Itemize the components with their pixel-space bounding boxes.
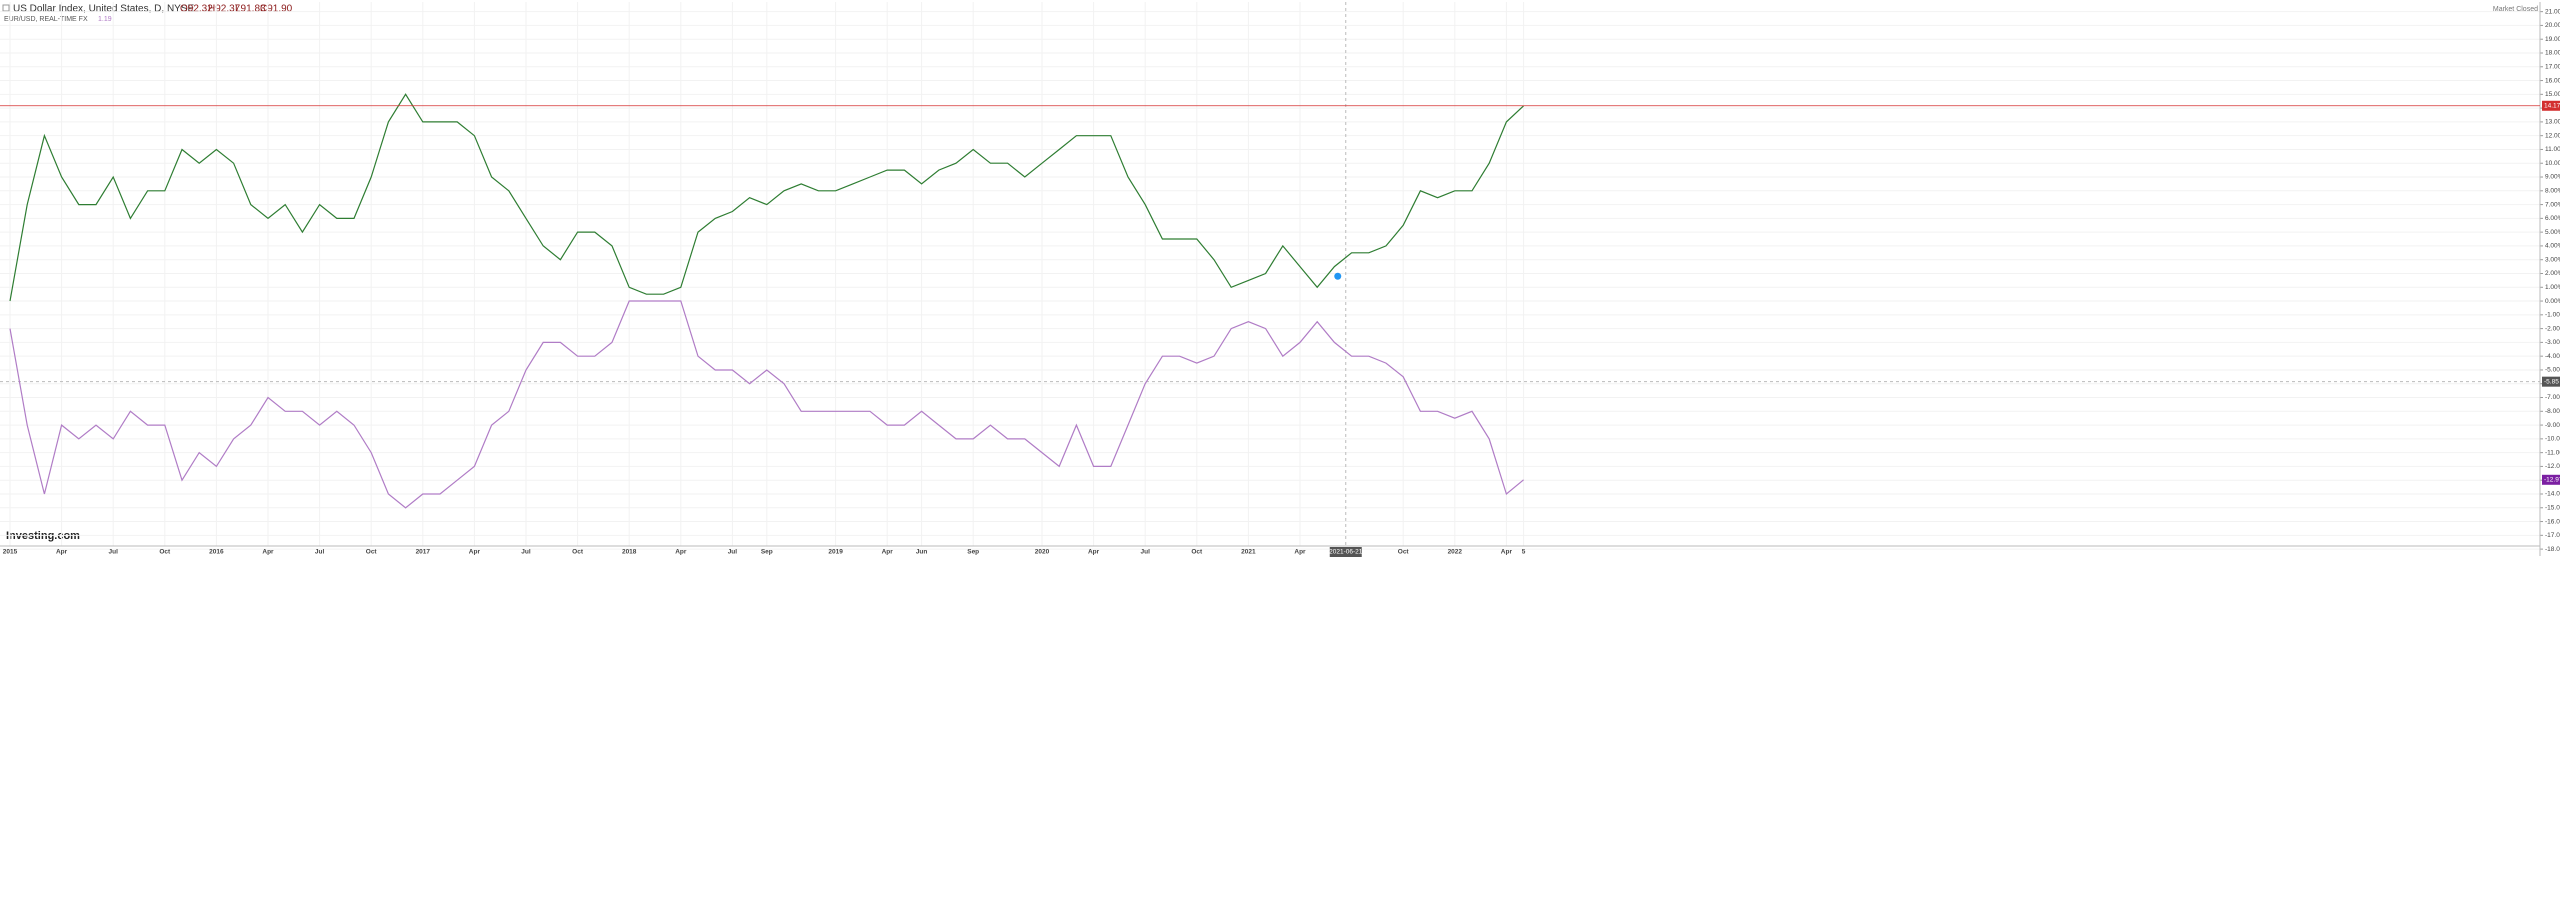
y-tick-label: -15.00% [2545, 504, 2560, 511]
event-marker[interactable] [1334, 272, 1342, 280]
y-tick-label: 16.00% [2545, 77, 2560, 84]
market-status: Market Closed [2493, 6, 2538, 13]
y-tick-label: -2.00% [2545, 325, 2560, 332]
x-tick-label: Jul [728, 549, 738, 556]
ohlc-close: C91.90 [260, 4, 293, 15]
x-tick-label: 2022 [1448, 549, 1463, 556]
y-tick-label: -17.00% [2545, 532, 2560, 539]
x-tick-label: Apr [1501, 549, 1513, 556]
y-tick-label: 10.00% [2545, 160, 2560, 167]
x-tick-label: 2019 [828, 549, 843, 556]
x-tick-label: Oct [1191, 549, 1203, 556]
y-tick-label: -16.00% [2545, 518, 2560, 525]
x-tick-label: 2018 [622, 549, 637, 556]
x-tick-label: 2021 [1241, 549, 1256, 556]
y-tick-label: 12.00% [2545, 132, 2560, 139]
legend-entry: EUR/USD, REAL-TIME FX [4, 16, 88, 23]
ohlc-high: H92.37 [208, 4, 241, 15]
y-tick-label: 0.00% [2545, 298, 2560, 305]
y-tick-label: -18.00% [2545, 546, 2560, 553]
y-tick-label: 4.00% [2545, 243, 2560, 250]
crosshair-value-box [2542, 376, 2560, 387]
x-tick-label: Apr [262, 549, 274, 556]
x-tick-label: Apr [1294, 549, 1306, 556]
y-tick-label: 19.00% [2545, 36, 2560, 43]
x-tick-label: Apr [675, 549, 687, 556]
crosshair-date-label: 2021-06-21 [1329, 549, 1363, 556]
x-tick-label: Jul [521, 549, 531, 556]
crosshair-value-label: -5.85 [2544, 378, 2559, 385]
x-tick-label: Jul [1140, 549, 1150, 556]
brand-logo: Investing.com [6, 530, 80, 542]
y-tick-label: 20.00% [2545, 22, 2560, 29]
y-tick-label: -5.00% [2545, 367, 2560, 374]
ohlc-low: L91.83 [235, 4, 266, 15]
y-tick-label: -14.00% [2545, 491, 2560, 498]
x-tick-label: Apr [469, 549, 481, 556]
y-tick-label: 3.00% [2545, 256, 2560, 263]
series-line [9, 93, 1525, 302]
y-tick-label: 1.00% [2545, 284, 2560, 291]
y-tick-label: -10.00% [2545, 436, 2560, 443]
series-line [9, 300, 1524, 509]
y-tick-label: -11.00% [2545, 449, 2560, 456]
y-tick-label: 13.00% [2545, 119, 2560, 126]
last-value-label: -12.97% [2544, 477, 2560, 484]
x-tick-label: Sep [967, 549, 979, 556]
collapse-icon[interactable] [2, 4, 10, 12]
y-tick-label: 17.00% [2545, 63, 2560, 70]
crosshair-date-box [1329, 547, 1362, 557]
x-tick-label: Jul [108, 549, 118, 556]
x-tick-label: 2017 [416, 549, 431, 556]
x-tick-label: Jun [916, 549, 928, 556]
x-tick-label: Apr [882, 549, 894, 556]
y-tick-label: -9.00% [2545, 422, 2560, 429]
y-tick-label: 18.00% [2545, 50, 2560, 57]
x-tick-label: 2015 [3, 549, 18, 556]
y-tick-label: 11.00% [2545, 146, 2560, 153]
y-tick-label: 9.00% [2545, 174, 2560, 181]
x-tick-label: Oct [572, 549, 584, 556]
y-tick-label: -7.00% [2545, 394, 2560, 401]
x-tick-label: Oct [159, 549, 171, 556]
x-tick-label: 2016 [209, 549, 224, 556]
y-tick-label: 2.00% [2545, 270, 2560, 277]
last-value-box [2542, 474, 2560, 485]
y-tick-label: 21.00% [2545, 8, 2560, 15]
x-tick-label: Sep [761, 549, 773, 556]
chart-title: US Dollar Index, United States, D, NYSE [13, 4, 195, 15]
legend-price: 1.19 [98, 16, 112, 23]
y-tick-label: -12.00% [2545, 463, 2560, 470]
x-tick-label: 5 [1522, 549, 1526, 556]
y-tick-label: -8.00% [2545, 408, 2560, 415]
y-tick-label: -4.00% [2545, 353, 2560, 360]
last-value-label: 14.17% [2544, 102, 2560, 109]
y-tick-label: -3.00% [2545, 339, 2560, 346]
y-tick-label: 7.00% [2545, 201, 2560, 208]
x-tick-label: Apr [56, 549, 68, 556]
x-tick-label: Oct [1398, 549, 1410, 556]
last-value-box [2542, 100, 2560, 111]
ohlc-open: O92.32 [180, 4, 213, 15]
x-tick-label: 2020 [1035, 549, 1050, 556]
x-tick-label: Apr [1088, 549, 1100, 556]
x-tick-label: Jul [315, 549, 325, 556]
x-tick-label: Oct [366, 549, 378, 556]
y-tick-label: 5.00% [2545, 229, 2560, 236]
y-tick-label: 15.00% [2545, 91, 2560, 98]
y-tick-label: -1.00% [2545, 312, 2560, 319]
y-tick-label: 8.00% [2545, 188, 2560, 195]
y-tick-label: 6.00% [2545, 215, 2560, 222]
